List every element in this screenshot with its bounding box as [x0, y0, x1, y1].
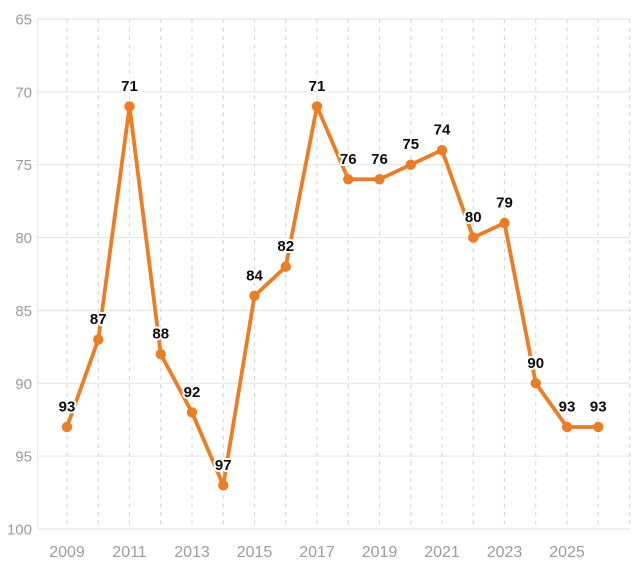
- data-point-label: 88: [152, 326, 169, 343]
- y-axis-tick-label: 70: [15, 84, 32, 101]
- data-point-label: 76: [371, 151, 388, 168]
- data-point[interactable]: [280, 261, 291, 272]
- x-axis-tick-label: 2009: [49, 544, 85, 561]
- data-point-label: 71: [309, 78, 326, 95]
- x-axis-tick-label: 2025: [549, 544, 585, 561]
- data-point-label: 93: [590, 399, 607, 416]
- data-point[interactable]: [530, 378, 541, 389]
- data-point-label: 97: [215, 457, 232, 474]
- y-axis-tick-label: 65: [15, 12, 32, 29]
- data-point-label: 84: [246, 267, 263, 284]
- data-point[interactable]: [155, 348, 166, 360]
- y-axis-tick-label: 100: [7, 522, 32, 539]
- series-line: [65, 104, 601, 488]
- x-axis-tick-label: 2013: [174, 544, 210, 561]
- y-axis-tick-label: 75: [15, 157, 32, 174]
- x-axis-tick-label: 2011: [112, 544, 147, 561]
- data-point-label: 93: [559, 399, 576, 416]
- data-point[interactable]: [311, 101, 323, 112]
- y-axis-tick-label: 90: [15, 376, 32, 393]
- data-point-label: 87: [90, 311, 107, 328]
- data-point-label: 82: [277, 238, 294, 255]
- data-point[interactable]: [374, 174, 385, 185]
- data-point-label: 76: [340, 151, 357, 168]
- data-point[interactable]: [436, 144, 448, 156]
- data-point-label: 75: [402, 136, 419, 153]
- data-point[interactable]: [468, 232, 479, 243]
- y-axis-tick-label: 80: [15, 230, 32, 247]
- data-point-label: 80: [465, 209, 482, 226]
- data-point[interactable]: [124, 101, 135, 112]
- x-axis-tick-label: 2015: [237, 544, 273, 561]
- data-point[interactable]: [93, 334, 104, 345]
- data-point[interactable]: [593, 421, 604, 433]
- y-axis-tick-label: 95: [15, 449, 32, 466]
- data-point-label: 92: [184, 384, 201, 401]
- x-axis-tick-label: 2017: [299, 544, 335, 561]
- data-point[interactable]: [405, 159, 416, 170]
- data-point-label: 71: [121, 78, 138, 95]
- data-point-label: 74: [434, 122, 451, 139]
- data-point[interactable]: [561, 421, 573, 433]
- data-point[interactable]: [186, 407, 198, 418]
- data-point-label: 79: [496, 195, 513, 212]
- data-point-label: 93: [59, 399, 76, 416]
- data-point[interactable]: [499, 217, 510, 229]
- data-point[interactable]: [61, 421, 73, 433]
- x-axis-tick-label: 2021: [424, 544, 460, 561]
- data-point[interactable]: [249, 290, 260, 302]
- x-axis-tick-label: 2019: [362, 544, 398, 561]
- y-axis-tick-label: 85: [15, 303, 32, 320]
- data-point[interactable]: [218, 480, 229, 491]
- data-point-label: 90: [527, 355, 544, 372]
- x-axis-tick-label: 2023: [487, 544, 523, 561]
- data-point[interactable]: [343, 174, 354, 185]
